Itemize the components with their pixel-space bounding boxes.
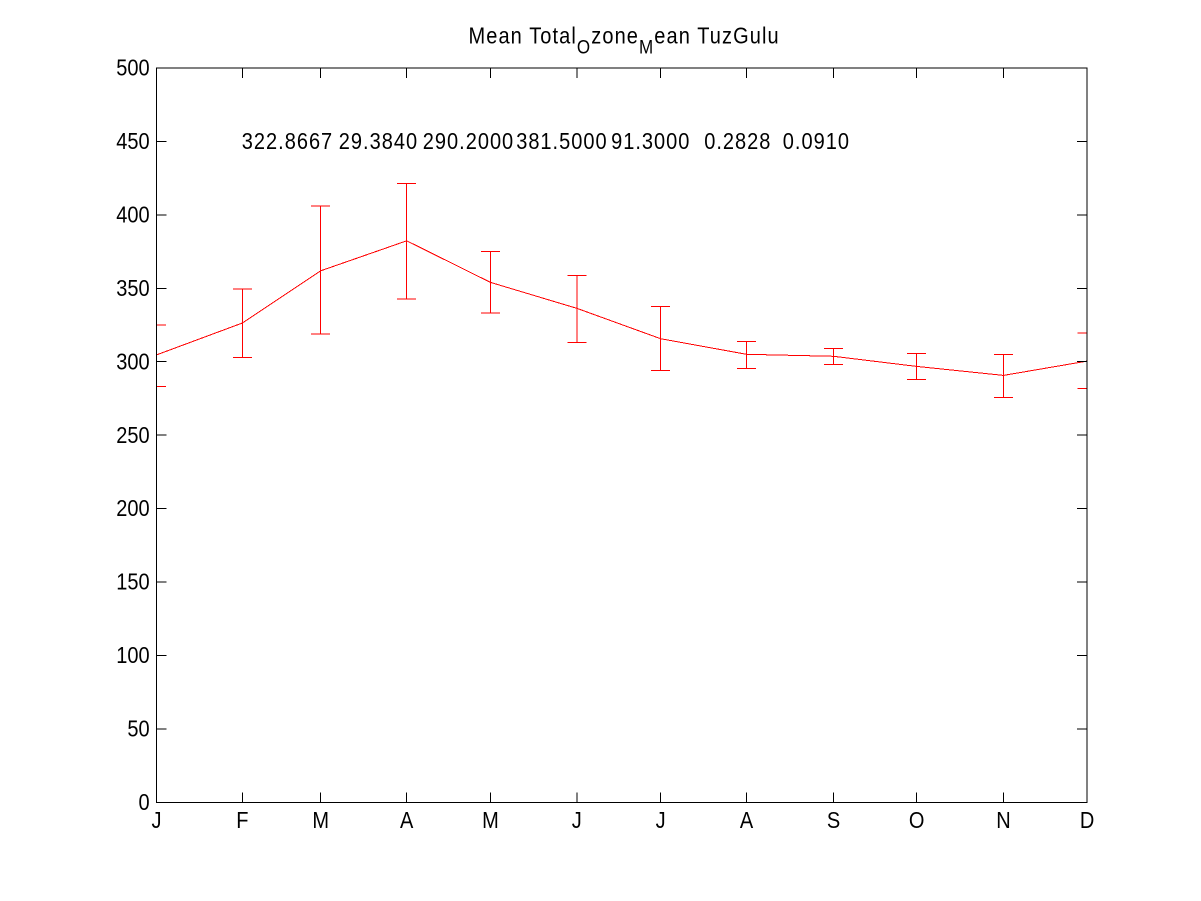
svg-text:400: 400 bbox=[116, 201, 149, 228]
svg-text:M: M bbox=[482, 806, 499, 833]
svg-text:200: 200 bbox=[116, 495, 149, 522]
svg-text:O: O bbox=[909, 806, 925, 833]
svg-text:A: A bbox=[400, 806, 414, 833]
svg-text:F: F bbox=[236, 806, 248, 833]
svg-text:150: 150 bbox=[116, 568, 149, 595]
svg-text:322.8667: 322.8667 bbox=[242, 127, 333, 154]
svg-text:350: 350 bbox=[116, 275, 149, 302]
svg-text:450: 450 bbox=[116, 128, 149, 155]
svg-text:D: D bbox=[1080, 806, 1094, 833]
svg-text:J: J bbox=[152, 806, 162, 833]
svg-text:S: S bbox=[827, 806, 840, 833]
svg-text:0: 0 bbox=[138, 789, 149, 816]
svg-text:0.2828: 0.2828 bbox=[704, 127, 771, 154]
svg-text:M: M bbox=[312, 806, 329, 833]
svg-text:N: N bbox=[996, 806, 1010, 833]
svg-text:100: 100 bbox=[116, 642, 149, 669]
svg-text:50: 50 bbox=[127, 715, 149, 742]
svg-text:500: 500 bbox=[116, 54, 149, 81]
svg-text:300: 300 bbox=[116, 348, 149, 375]
svg-text:J: J bbox=[656, 806, 666, 833]
svg-text:250: 250 bbox=[116, 421, 149, 448]
svg-text:0.0910: 0.0910 bbox=[783, 127, 850, 154]
svg-text:381.5000: 381.5000 bbox=[516, 127, 607, 154]
svg-text:J: J bbox=[572, 806, 582, 833]
svg-text:91.3000: 91.3000 bbox=[611, 127, 690, 154]
svg-text:290.2000: 290.2000 bbox=[423, 127, 514, 154]
svg-text:A: A bbox=[740, 806, 754, 833]
svg-text:29.3840: 29.3840 bbox=[339, 127, 418, 154]
